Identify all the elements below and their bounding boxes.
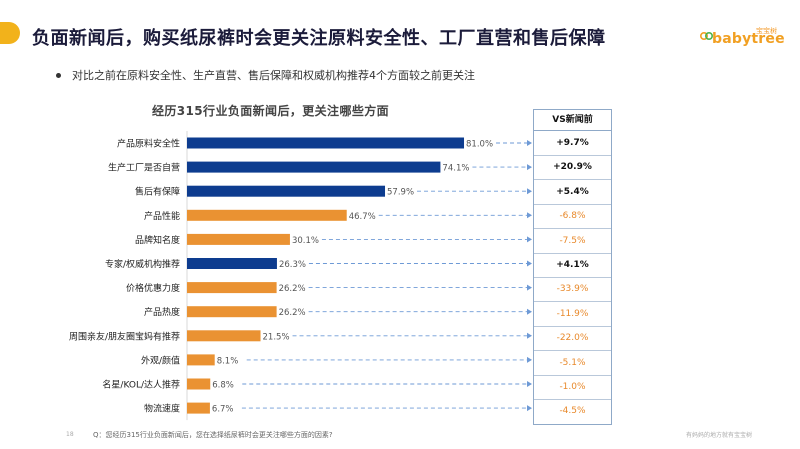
vs-row: +5.4% bbox=[534, 180, 611, 205]
bar-value-label: 30.1% bbox=[292, 236, 319, 246]
category-label: 专家/权威机构推荐 bbox=[105, 258, 180, 270]
bar bbox=[187, 378, 211, 390]
bar bbox=[187, 137, 465, 149]
chart-title: 经历315行业负面新闻后，更关注哪些方面 bbox=[152, 104, 390, 118]
bar-value-label: 26.2% bbox=[279, 308, 306, 318]
vs-row: +9.7% bbox=[534, 131, 611, 156]
bar bbox=[187, 282, 277, 294]
vs-row: -33.9% bbox=[534, 277, 611, 303]
category-label: 生产工厂是否自营 bbox=[108, 162, 180, 174]
leader-arrow-icon bbox=[527, 212, 532, 219]
leader-arrow-icon bbox=[527, 332, 532, 339]
bar bbox=[187, 185, 386, 197]
vs-row: -4.5% bbox=[559, 406, 586, 417]
category-label: 产品性能 bbox=[144, 210, 180, 222]
bar-value-label: 6.8% bbox=[212, 381, 234, 391]
vs-header: VS新闻前 bbox=[534, 110, 611, 131]
category-label: 外观/颜值 bbox=[141, 354, 180, 366]
leader-arrow-icon bbox=[527, 164, 532, 171]
leader-arrow-icon bbox=[527, 140, 532, 146]
bar bbox=[187, 258, 277, 269]
leader-arrow-icon bbox=[527, 236, 532, 243]
vs-row: -22.0% bbox=[534, 326, 611, 352]
vs-comparison-table: VS新闻前 +9.7% +20.9% +5.4% -6.8% -7.5% +4.1% -33… bbox=[533, 109, 612, 425]
babytree-logo-icon bbox=[700, 32, 714, 41]
survey-question-note: Q：您经历315行业负面新闻后，您在选择纸尿裤时会更关注哪些方面的因素? bbox=[93, 431, 333, 439]
category-label: 品牌知名度 bbox=[135, 234, 180, 246]
logo-cn-text: 宝宝树 bbox=[756, 27, 777, 35]
vs-row: -7.5% bbox=[534, 229, 611, 254]
bar-value-label: 46.7% bbox=[349, 212, 376, 222]
bar-value-label: 81.0% bbox=[466, 140, 493, 150]
bar-value-label: 6.7% bbox=[212, 405, 234, 415]
category-label: 物流速度 bbox=[144, 403, 180, 415]
bar-value-label: 26.2% bbox=[279, 284, 306, 294]
bullet-dot bbox=[56, 73, 61, 78]
leader-arrow-icon bbox=[527, 308, 532, 315]
vs-row: -1.0% bbox=[534, 375, 611, 400]
vs-row: -5.1% bbox=[534, 351, 611, 376]
category-label: 售后有保障 bbox=[135, 186, 180, 198]
page-number: 18 bbox=[66, 431, 74, 438]
bar bbox=[187, 209, 347, 221]
title-accent-tab bbox=[0, 22, 20, 44]
category-label: 周围亲友/朋友圈宝妈有推荐 bbox=[69, 330, 180, 342]
logo-text: babytree bbox=[712, 31, 785, 47]
bar bbox=[187, 306, 277, 318]
bar-value-label: 26.3% bbox=[279, 260, 306, 270]
page-title: 负面新闻后，购买纸尿裤时会更关注原料安全性、工厂直营和售后保障 bbox=[32, 28, 606, 49]
bar-value-label: 21.5% bbox=[263, 332, 290, 342]
vs-row: +20.9% bbox=[534, 155, 611, 181]
leader-arrow-icon bbox=[527, 188, 532, 195]
bar bbox=[187, 354, 215, 366]
bar bbox=[187, 233, 290, 245]
category-label: 价格优惠力度 bbox=[126, 282, 180, 294]
vs-row: -11.9% bbox=[534, 302, 611, 327]
bullet-text: 对比之前在原料安全性、生产直营、售后保障和权威机构推荐4个方面较之前更关注 bbox=[72, 69, 475, 82]
leader-arrow-icon bbox=[527, 356, 532, 363]
category-label: 产品原料安全性 bbox=[117, 138, 180, 150]
category-label: 产品热度 bbox=[144, 306, 180, 318]
bar-value-label: 8.1% bbox=[217, 356, 239, 366]
bar-value-label: 74.1% bbox=[442, 164, 469, 174]
vs-row: +4.1% bbox=[534, 253, 611, 278]
leader-arrow-icon bbox=[527, 405, 532, 412]
leader-arrow-icon bbox=[527, 260, 532, 267]
bar bbox=[187, 402, 210, 414]
bar-value-label: 57.9% bbox=[387, 188, 414, 198]
footer-slogan: 有妈妈的地方就有宝宝树 bbox=[686, 432, 753, 439]
leader-arrow-icon bbox=[527, 284, 532, 291]
leader-arrow-icon bbox=[527, 381, 532, 387]
bar bbox=[187, 161, 441, 173]
vs-row: -6.8% bbox=[534, 204, 611, 230]
bar bbox=[187, 330, 261, 342]
category-label: 名星/KOL/达人推荐 bbox=[102, 379, 180, 391]
